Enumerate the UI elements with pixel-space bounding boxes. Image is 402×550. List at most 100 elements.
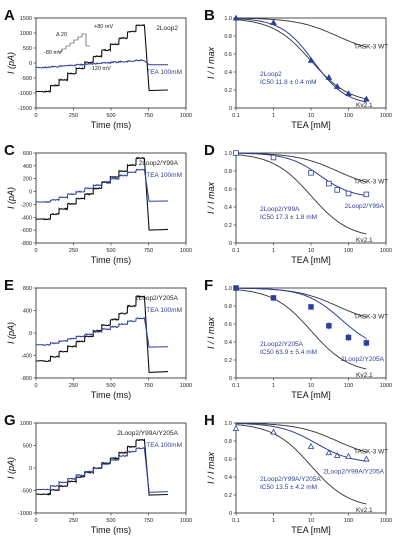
panel-a-x-tick-label: 500 [106,113,115,119]
data-point [345,334,352,341]
panel-d-y-tick-label: 0.4 [224,205,232,211]
panel-h-y-tick-label: 0 [229,511,232,517]
trace-title: 2Loop2/Y205A [135,295,179,302]
panel-f-plot-frame [235,287,387,379]
trace-title: 2Loop2/Y99A [139,160,179,167]
fit-curve [236,152,367,196]
data-point [270,428,277,435]
data-point [345,90,352,97]
panel-e-y-tick-label: -400 [21,354,32,360]
panel-h-x-tick-label: 1000 [380,518,392,524]
panel-h-y-tick-label: 0.2 [224,493,232,499]
panel-b-y-tick-label: 1.0 [224,16,232,22]
panel-d-y-tick-label: 0 [229,241,232,247]
panel-a-x-tick-label: 750 [144,113,153,119]
trace-tea [35,59,168,69]
panel-f-x-tick-label: 1000 [380,383,392,389]
panel-f: F 0.1 1 10 100 1000 0 0.2 0.4 0.6 0.8 1.0 TEA [mM] I … [204,277,392,400]
panel-c-y-tick-label: 600 [23,151,32,157]
panel-f-y-tick-label: 0.8 [224,304,232,310]
panel-f-x-tick-label: 1 [272,383,275,389]
panel-h-x-tick-label: 100 [344,518,353,524]
data-point [233,150,239,156]
panel-c-y-tick-label: -600 [21,228,32,234]
mutant-label: 2Loop2/Y99A [345,203,385,210]
panel-b-x-tick-label: 10 [308,113,314,119]
panel-e-x-tick-label: 500 [106,383,115,389]
panel-f-y-tick-label: 0.6 [224,322,232,328]
data-point [308,170,314,176]
panel-a-y-tick-label: 1000 [20,31,32,37]
panel-h-x-tick-label: 1 [272,518,275,524]
panel-d-x-tick-label: 100 [344,248,353,254]
data-point [307,56,315,63]
panel-c-y-tick-label: -400 [21,215,32,221]
panel-a-y-tick-label: -1500 [18,106,32,112]
panel-c-x-tick-label: 750 [144,248,153,254]
panel-h-y-tick-label: 0.4 [224,475,232,481]
panel-b-x-tick-label: 0.1 [232,113,240,119]
y-axis-label: I / I max [206,47,216,80]
y-axis-label: I (pA) [6,457,16,479]
panel-b-x-tick-label: 1 [272,113,275,119]
panel-letter-h: H [204,412,215,429]
panel-d-y-tick-label: 0.6 [224,187,232,193]
panel-d-x-tick-label: 10 [308,248,314,254]
panel-b-y-tick-label: 0 [229,106,232,112]
panel-e: E 0 250 500 750 1000 -800 -400 0 400 800 Time (ms) I… [4,277,192,400]
trace-tea [35,168,169,203]
panel-a-y-tick-label: 0 [29,61,32,67]
panel-a-y-tick-label: 500 [23,46,32,52]
data-point [232,424,240,431]
mutant-label: 2Loop2/Y99A/Y205A [323,469,384,476]
panel-a-x-tick-label: 250 [69,113,78,119]
protocol-label: Δ 20 [56,32,67,38]
panel-a-y-tick-label: -1000 [18,91,32,97]
wt-label: TASK-3 WT [354,43,388,50]
kv21-curve [235,154,367,235]
tea-label: TEA 100mM [146,172,182,179]
panel-b-y-tick-label: 0.2 [224,88,232,94]
panel-h-x-tick-label: 0.1 [232,518,240,524]
data-point [270,19,277,25]
data-point [270,295,277,301]
panel-c-x-tick-label: 500 [106,248,115,254]
y-axis-label: I (pA) [6,52,16,74]
panel-d-y-tick-label: 0.2 [224,223,232,229]
panel-letter-e: E [4,277,14,294]
panel-b-plot-frame [235,17,387,109]
x-axis-label: Time (ms) [91,120,131,130]
panel-d-x-tick-label: 1000 [380,248,392,254]
trace-title: 2Loop2 [156,25,178,32]
panel-c-y-tick-label: 400 [23,164,32,170]
data-point [363,340,370,346]
panel-letter-a: A [4,7,15,24]
data-point [307,442,315,449]
panel-c: C 0 250 500 750 1000 -800 -600 -400 -200 0 200 400 60… [4,142,192,265]
y-axis-label: I (pA) [6,322,16,344]
mutant-label: 2Loop2/Y205A [341,356,385,363]
panel-a-y-tick-label: -500 [21,76,32,82]
ic50-name: 2Loop2 [260,71,282,78]
panel-g-y-tick-label: -1000 [18,511,32,517]
fit-curve [235,18,367,103]
wt-label: TASK-3 WT [354,313,388,320]
panel-e-x-tick-label: 0 [34,383,37,389]
x-axis-label: TEA [mM] [291,390,331,400]
panel-h-y-tick-label: 0.6 [224,457,232,463]
panel-g-y-tick-label: 1000 [20,421,32,427]
panel-b-x-tick-label: 1000 [380,113,392,119]
panel-b-y-tick-label: 0.8 [224,34,232,40]
x-axis-label: Time (ms) [91,525,131,535]
panel-d-plot-frame [235,152,387,244]
panel-h: H 0.1 1 10 100 1000 0 0.2 0.4 0.6 0.8 1.0 TEA [mM] I … [204,412,392,535]
data-point [325,73,333,80]
x-axis-label: Time (ms) [91,255,131,265]
data-point [345,190,352,197]
panel-c-y-tick-label: -800 [21,241,32,247]
panel-b-y-tick-label: 0.6 [224,52,232,58]
wt-curve [235,422,367,453]
kv21-curve [235,424,367,505]
x-axis-label: TEA [mM] [291,525,331,535]
